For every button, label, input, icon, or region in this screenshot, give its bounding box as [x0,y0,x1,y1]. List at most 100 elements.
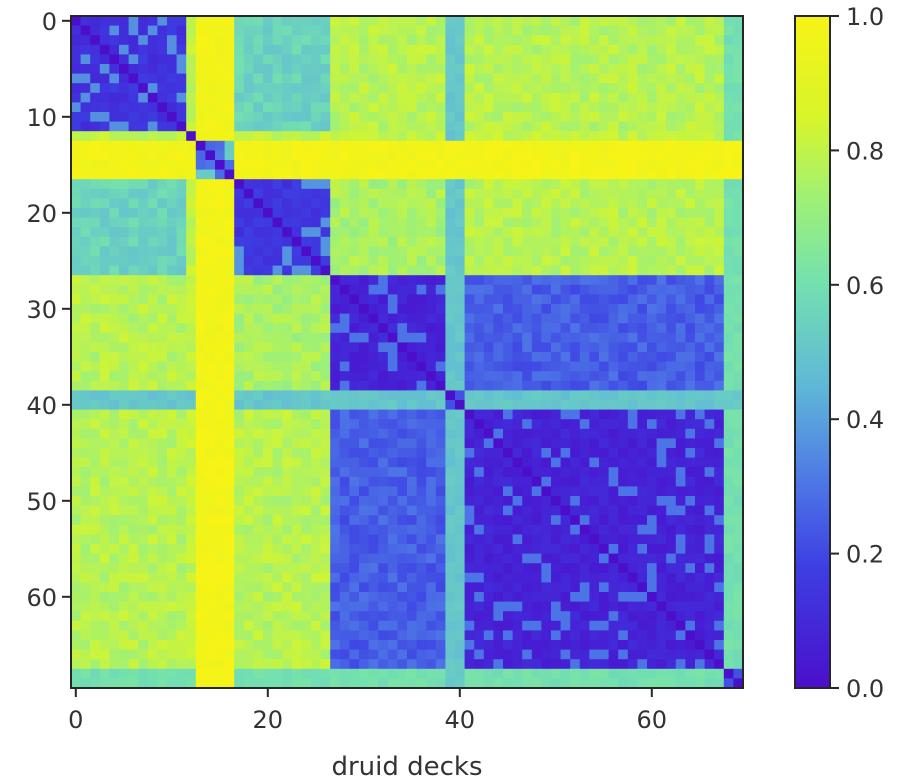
heatmap-cell [99,505,110,516]
heatmap-cell [714,486,725,497]
heatmap-cell [109,553,120,564]
heatmap-cell [272,553,283,564]
heatmap-cell [522,169,533,180]
heatmap-cell [474,659,485,670]
heatmap-cell [512,92,523,103]
heatmap-cell [71,409,81,420]
heatmap-cell [272,198,283,209]
heatmap-cell [147,409,158,420]
heatmap-cell [675,342,686,353]
heatmap-cell [282,668,293,679]
heatmap-cell [464,236,475,247]
heatmap-cell [493,92,504,103]
heatmap-cell [608,467,619,478]
heatmap-cell [311,131,321,142]
heatmap-cell [243,16,254,26]
heatmap-cell [99,630,110,641]
heatmap-cell [378,73,389,84]
heatmap-cell [733,640,744,650]
heatmap-cell [99,342,110,353]
heatmap-cell [301,198,312,209]
heatmap-cell [80,390,91,401]
heatmap-cell [263,390,273,401]
heatmap-cell [339,371,350,382]
heatmap-cell [138,544,149,554]
heatmap-cell [109,25,120,36]
heatmap-cell [503,294,513,305]
heatmap-cell [483,342,494,353]
heatmap-cell [330,284,341,295]
heatmap-cell [416,188,427,199]
heatmap-cell [99,73,110,84]
heatmap-cell [263,160,273,170]
heatmap-cell [349,275,360,286]
heatmap-cell [71,54,81,65]
heatmap-cell [445,582,456,593]
heatmap-cell [579,467,590,478]
heatmap-cell [637,208,648,218]
heatmap-cell [119,179,129,190]
heatmap-cell [637,275,648,286]
heatmap-cell [311,112,321,122]
heatmap-cell [551,102,561,113]
heatmap-cell [167,419,177,430]
heatmap-cell [541,476,552,487]
heatmap-cell [503,361,513,372]
heatmap-cell [215,620,225,631]
heatmap-cell [359,227,369,238]
heatmap-cell [387,64,398,74]
heatmap-cell [368,112,379,122]
heatmap-cell [685,678,696,689]
heatmap-cell [119,582,129,593]
heatmap-cell [282,553,293,564]
heatmap-cell [589,313,600,324]
heatmap-cell [551,419,561,430]
heatmap-cell [291,668,302,679]
heatmap-cell [368,601,379,612]
heatmap-cell [733,438,744,449]
heatmap-cell [455,54,465,65]
heatmap-cell [397,16,408,26]
heatmap-cell [551,371,561,382]
heatmap-cell [483,524,494,535]
heatmap-cell [503,64,513,74]
heatmap-cell [503,121,513,132]
heatmap-cell [570,649,581,660]
heatmap-cell [637,64,648,74]
heatmap-cell [608,112,619,122]
heatmap-cell [579,553,590,564]
heatmap-cell [109,419,120,430]
heatmap-cell [618,208,629,218]
heatmap-cell [99,208,110,218]
heatmap-cell [301,227,312,238]
heatmap-cell [675,400,686,410]
heatmap-cell [359,265,369,276]
heatmap-cell [512,294,523,305]
heatmap-cell [176,294,187,305]
heatmap-cell [138,112,149,122]
heatmap-cell [157,246,168,257]
heatmap-cell [330,505,341,516]
heatmap-cell [455,284,465,295]
heatmap-cell [215,44,225,55]
heatmap-cell [464,524,475,535]
heatmap-cell [426,342,437,353]
heatmap-cell [733,524,744,535]
heatmap-cell [176,208,187,218]
heatmap-cell [397,342,408,353]
heatmap-cell [119,620,129,631]
heatmap-cell [426,198,437,209]
heatmap-cell [618,400,629,410]
heatmap-cell [291,496,302,506]
heatmap-cell [368,188,379,199]
heatmap-cell [579,419,590,430]
heatmap-cell [99,400,110,410]
heatmap-cell [560,457,571,468]
heatmap-cell [426,256,437,266]
heatmap-cell [627,284,638,295]
heatmap-cell [704,582,715,593]
heatmap-cell [445,44,456,55]
heatmap-cell [503,438,513,449]
heatmap-cell [138,179,149,190]
heatmap-cell [483,553,494,564]
